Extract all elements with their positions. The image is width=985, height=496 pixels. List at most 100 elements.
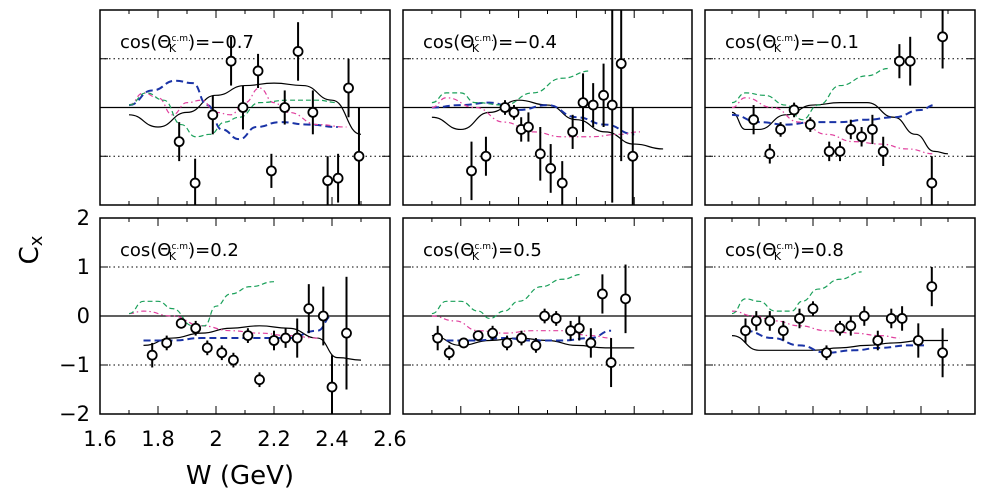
data-point: [432, 332, 444, 344]
curve-dashdot-magenta: [128, 310, 318, 339]
panel-title-value: −0.7: [210, 32, 254, 53]
data-point: [146, 349, 158, 361]
data-points: [740, 267, 948, 378]
data-point: [764, 315, 776, 327]
panel-frame: [704, 9, 976, 206]
panel-title-subscript: K: [169, 42, 177, 55]
data-point: [265, 165, 277, 177]
panel-title-suffix: )=: [188, 32, 210, 53]
panel-title-superscript: c.m.: [776, 242, 795, 252]
panel-frame: [704, 217, 976, 415]
curve-dashed-green: [128, 92, 338, 138]
data-point: [764, 148, 776, 160]
y-axis-label-subscript: x: [26, 235, 47, 246]
data-point: [539, 310, 551, 322]
curve-dashdot-magenta: [731, 310, 900, 339]
data-point: [834, 145, 846, 157]
y-tick-label: −1: [59, 353, 90, 377]
panel-title-subscript: K: [774, 250, 782, 263]
panel-title-superscript: c.m.: [171, 242, 190, 252]
curve-dashdot-magenta: [431, 315, 612, 339]
curve-solid-black: [128, 82, 362, 135]
data-point: [317, 310, 329, 322]
panel-title-subscript: K: [774, 42, 782, 55]
data-point: [872, 335, 884, 346]
data-point: [530, 339, 542, 351]
data-point: [750, 315, 762, 327]
panel-title-superscript: c.m.: [776, 34, 795, 44]
data-point: [904, 55, 916, 67]
curve-dashed-green: [731, 67, 889, 121]
data-points: [466, 10, 639, 205]
data-point: [480, 150, 492, 162]
data-point: [268, 335, 280, 346]
data-point: [858, 310, 870, 322]
y-tick-label: 1: [77, 255, 90, 279]
data-point: [867, 124, 878, 135]
data-point: [845, 124, 857, 135]
y-tick-label: 2: [77, 206, 90, 230]
data-point: [556, 177, 568, 189]
panel-title-prefix: cos(Θ: [423, 240, 474, 261]
data-point: [242, 330, 254, 342]
y-tick-label: −2: [59, 402, 90, 426]
data-point: [775, 124, 786, 135]
data-point: [466, 165, 477, 177]
data-point: [237, 102, 249, 113]
panel-title-prefix: cos(Θ: [120, 32, 171, 53]
data-point: [341, 327, 352, 339]
data-point: [292, 46, 304, 57]
curve-dashdot-magenta: [731, 97, 935, 155]
x-tick-label: 2.2: [257, 427, 290, 451]
data-point: [605, 357, 617, 368]
data-point: [912, 335, 924, 346]
data-point: [926, 177, 938, 189]
data-point: [307, 106, 319, 118]
data-point: [823, 145, 835, 157]
data-point: [499, 102, 511, 113]
data-point: [216, 347, 228, 359]
data-point: [845, 320, 857, 332]
panel-title-prefix: cos(Θ: [725, 240, 776, 261]
panel-frame: [99, 217, 391, 415]
curves: [431, 70, 664, 150]
data-point: [550, 313, 562, 324]
data-point: [788, 104, 800, 116]
data-point: [567, 126, 579, 138]
panels: cos(Θc.m. K)=−0.7 cos(Θc.m. K)=−0.4 cos(Θc.m…: [99, 9, 976, 415]
data-point: [175, 317, 187, 329]
panel: cos(Θc.m. K)=0.5: [402, 217, 693, 415]
data-point: [807, 303, 819, 315]
panel-title-suffix: )=: [491, 32, 513, 53]
data-point: [748, 114, 759, 126]
data-point: [343, 82, 354, 94]
panel-frame: [402, 9, 693, 206]
panel-title-prefix: cos(Θ: [423, 32, 474, 53]
panel-title-superscript: c.m.: [171, 34, 190, 44]
curve-dashed-green: [431, 70, 591, 106]
panel-title-subscript: K: [472, 250, 480, 263]
panel: cos(Θc.m. K )=−0.7: [99, 9, 391, 206]
data-point: [487, 327, 498, 339]
data-point: [740, 325, 751, 337]
data-point: [207, 109, 219, 121]
data-point: [501, 337, 513, 349]
data-point: [173, 136, 185, 148]
data-point: [523, 121, 534, 133]
data-point: [937, 31, 948, 43]
data-point: [190, 322, 202, 334]
curve-dashed-blue: [431, 101, 635, 136]
panel-title-suffix: )=: [793, 240, 815, 261]
x-tick-label: 2.6: [373, 427, 406, 451]
panel-title: cos(Θc.m. K)=0.8: [725, 240, 844, 263]
data-point: [885, 313, 897, 324]
panel-title: cos(Θc.m. K)=0.2: [120, 240, 239, 263]
panel-title-value: 0.5: [513, 240, 542, 261]
data-point: [573, 322, 585, 334]
data-point: [225, 55, 237, 67]
panel-title-suffix: )=: [793, 32, 815, 53]
data-point: [597, 288, 608, 300]
curve-dashed-green: [431, 273, 583, 320]
data-point: [606, 99, 618, 111]
data-point: [545, 163, 557, 174]
